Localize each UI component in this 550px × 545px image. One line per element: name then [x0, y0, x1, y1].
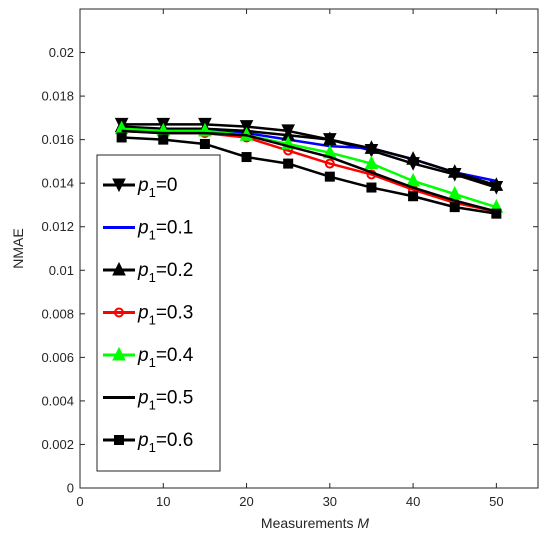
- legend-entry-2: p1=0.1: [103, 218, 193, 243]
- data-point: [241, 152, 252, 163]
- series-7: [116, 132, 502, 219]
- series-line: [121, 129, 497, 213]
- series-line: [121, 127, 497, 209]
- data-point: [489, 177, 504, 191]
- legend-swatch-marker: [112, 346, 126, 361]
- y-tick-label: 0.016: [41, 132, 74, 147]
- data-point: [324, 158, 335, 169]
- data-point: [283, 158, 294, 169]
- legend-label: p1=0.4: [137, 345, 194, 370]
- x-tick-label: 30: [323, 494, 337, 509]
- y-tick-label: 0.014: [41, 176, 74, 191]
- y-tick-label: 0.018: [41, 89, 74, 104]
- data-point: [324, 171, 335, 182]
- legend-label: p1=0.3: [137, 303, 193, 328]
- data-point: [449, 202, 460, 213]
- series-line: [121, 125, 497, 187]
- legend-swatch-marker: [112, 261, 126, 276]
- y-tick-label: 0.002: [41, 437, 74, 452]
- data-point: [447, 164, 462, 178]
- x-axis-label: Measurements M: [261, 515, 369, 531]
- data-point: [158, 134, 169, 145]
- series-6: [121, 129, 497, 213]
- legend-entry-3: p1=0.2: [103, 260, 193, 285]
- x-tick-label: 10: [156, 494, 170, 509]
- x-tick-label: 0: [76, 494, 83, 509]
- y-tick-label: 0.004: [41, 393, 74, 408]
- data-point: [491, 208, 502, 219]
- data-point: [408, 191, 419, 202]
- y-axis-label: NMAE: [10, 228, 26, 268]
- y-tick-label: 0.02: [49, 45, 74, 60]
- x-tick-label: 20: [239, 494, 253, 509]
- legend-swatch-marker: [114, 435, 124, 445]
- legend-entry-1: p1=0: [103, 175, 177, 200]
- data-point: [366, 182, 377, 193]
- legend-entry-6: p1=0.5: [103, 388, 193, 413]
- legend-label: p1=0.2: [137, 260, 193, 285]
- legend-label: p1=0.1: [137, 218, 193, 243]
- data-point: [116, 132, 127, 143]
- data-point: [364, 155, 379, 170]
- legend-entry-7: p1=0.6: [103, 430, 193, 455]
- legend-swatch-marker: [114, 307, 124, 318]
- data-point: [406, 151, 420, 165]
- axes-layer: 0 10 20 30 40 50 0 0.002 0.004 0.006 0.008 0.01 0.01…: [10, 9, 538, 531]
- y-tick-label: 0.008: [41, 306, 74, 321]
- data-point: [447, 185, 462, 200]
- y-tick-label: 0.01: [49, 263, 74, 278]
- legend-label: p1=0.5: [137, 388, 193, 413]
- y-tick-label: 0: [67, 481, 74, 496]
- series-line: [121, 136, 497, 215]
- y-tick-label: 0.012: [41, 219, 74, 234]
- legend-swatch-marker: [112, 178, 126, 193]
- series-layer: [114, 117, 504, 219]
- data-point: [364, 140, 379, 154]
- legend-entry-4: p1=0.3: [103, 303, 193, 328]
- data-point: [406, 172, 420, 187]
- series-line: [121, 123, 497, 189]
- legend-label: p1=0: [137, 175, 177, 200]
- legend-label: p1=0.6: [137, 430, 193, 455]
- legend: p1=0 p1=0.1 p1=0.2 p1=0.3 p1=0.4 p1=0.5 p1=0.6: [96, 154, 221, 472]
- legend-entry-5: p1=0.4: [103, 345, 194, 370]
- data-point: [199, 138, 210, 149]
- x-tick-label: 50: [489, 494, 503, 509]
- y-tick-label: 0.006: [41, 350, 74, 365]
- x-tick-label: 40: [406, 494, 420, 509]
